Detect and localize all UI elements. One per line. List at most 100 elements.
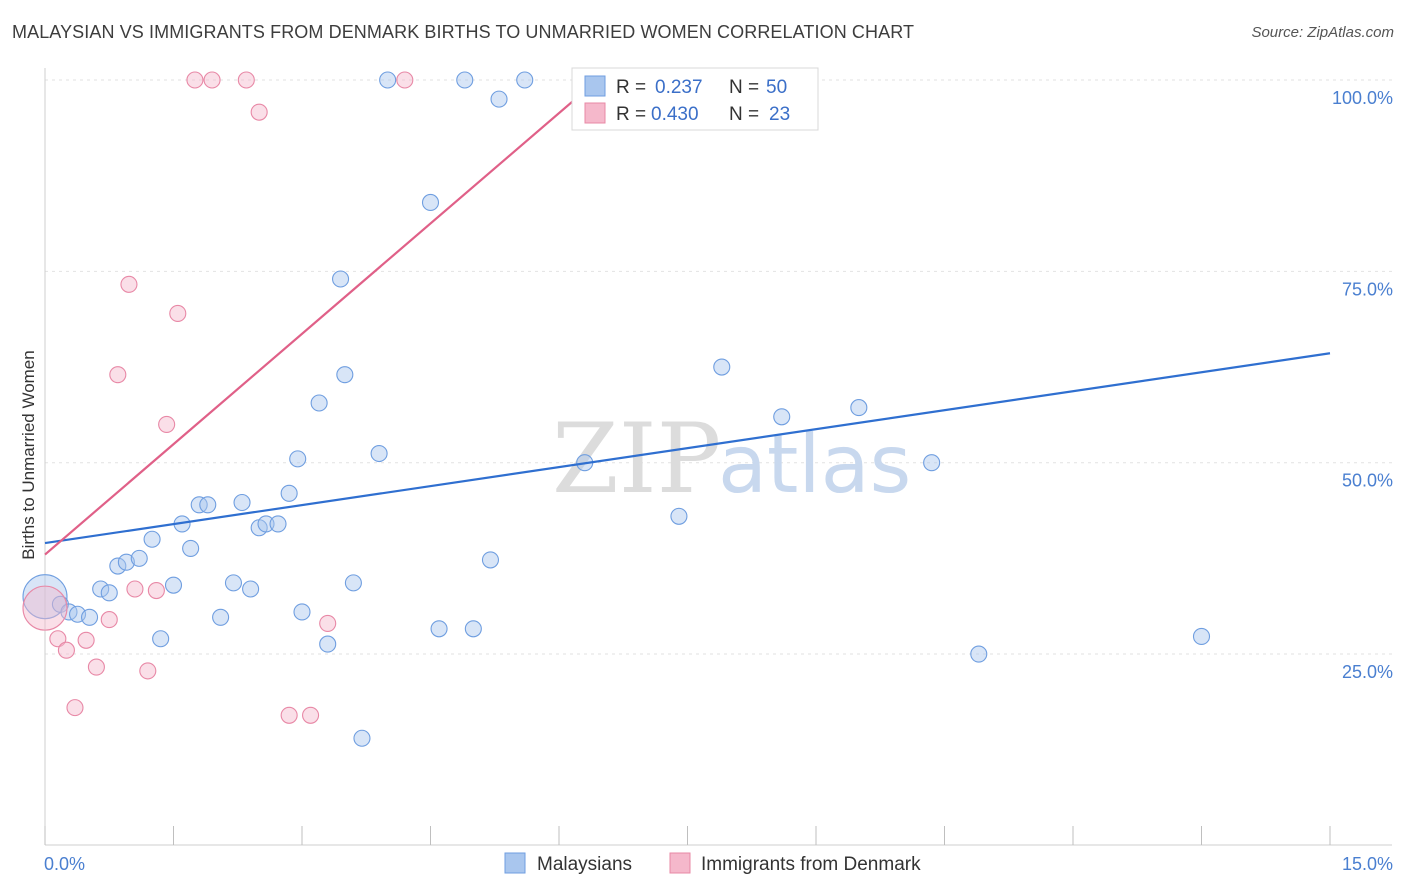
point-s0-7 bbox=[109, 557, 127, 575]
point-s0-22 bbox=[257, 515, 275, 533]
point-s0-15 bbox=[190, 496, 208, 514]
x-tick-label-1: 15.0% bbox=[1342, 854, 1393, 874]
point-s0-4 bbox=[80, 608, 99, 626]
point-s1-16 bbox=[237, 71, 255, 89]
source-note: Source: ZipAtlas.com bbox=[1251, 24, 1394, 41]
point-s0-14 bbox=[182, 539, 200, 557]
point-s0-6 bbox=[100, 584, 118, 602]
point-s0-34 bbox=[379, 71, 397, 89]
legend-swatch-denmark bbox=[584, 102, 606, 124]
point-s0-18 bbox=[224, 574, 243, 592]
legend-r-label-2: R = bbox=[616, 104, 646, 125]
tick-labels: 25.0% 50.0% 75.0% 100.0% 0.0% 15.0% bbox=[44, 88, 1393, 874]
point-s1-6 bbox=[100, 611, 118, 629]
series-swatch-malaysians bbox=[504, 852, 526, 874]
point-s1-5 bbox=[87, 658, 105, 676]
point-s1-19 bbox=[302, 706, 320, 724]
legend-r-value-2: 0.430 bbox=[651, 104, 699, 125]
point-s1-13 bbox=[169, 304, 187, 322]
point-s0-46 bbox=[850, 399, 868, 417]
point-s0-12 bbox=[164, 576, 183, 594]
series-swatch-denmark bbox=[669, 852, 691, 874]
point-s0-24 bbox=[280, 484, 298, 502]
grid-lines bbox=[45, 79, 1392, 655]
trend-line-0 bbox=[44, 352, 1331, 545]
point-s0-38 bbox=[464, 620, 482, 638]
series-legend: Malaysians Immigrants from Denmark bbox=[504, 852, 921, 875]
point-s0-31 bbox=[344, 574, 362, 592]
point-s0-9 bbox=[130, 549, 148, 567]
point-s0-28 bbox=[319, 635, 337, 653]
y-tick-label-2: 75.0% bbox=[1342, 279, 1393, 299]
point-s0-17 bbox=[212, 608, 230, 626]
point-s0-45 bbox=[773, 408, 791, 426]
point-s1-2 bbox=[57, 641, 75, 659]
point-s0-29 bbox=[331, 270, 350, 288]
legend-r-label-1: R = bbox=[616, 77, 646, 98]
point-s0-5 bbox=[92, 580, 110, 598]
legend-swatch-malaysians bbox=[584, 75, 606, 97]
point-s1-8 bbox=[120, 275, 138, 293]
legend-r-value-1: 0.237 bbox=[655, 77, 703, 98]
point-s0-11 bbox=[152, 630, 170, 648]
point-s1-7 bbox=[109, 366, 127, 384]
point-s1-4 bbox=[77, 631, 95, 649]
point-s1-0 bbox=[22, 585, 68, 631]
point-s0-33 bbox=[370, 444, 388, 463]
point-s1-1 bbox=[49, 630, 67, 648]
point-s1-18 bbox=[280, 706, 298, 724]
point-s1-9 bbox=[126, 580, 144, 598]
point-s0-0 bbox=[22, 574, 68, 620]
point-s0-25 bbox=[289, 450, 307, 468]
point-s0-26 bbox=[293, 603, 311, 621]
data-points bbox=[22, 71, 1211, 747]
y-tick-label-3: 100.0% bbox=[1332, 88, 1393, 108]
chart-title: MALAYSIAN VS IMMIGRANTS FROM DENMARK BIR… bbox=[12, 22, 915, 42]
point-s0-16 bbox=[199, 496, 217, 514]
point-s0-41 bbox=[516, 71, 534, 89]
legend-n-label-1: N = bbox=[729, 77, 759, 98]
point-s1-20 bbox=[319, 614, 337, 632]
point-s0-49 bbox=[1192, 627, 1211, 645]
point-s1-12 bbox=[158, 415, 176, 433]
point-s0-44 bbox=[713, 358, 731, 376]
point-s0-35 bbox=[421, 193, 440, 212]
point-s0-20 bbox=[242, 580, 260, 598]
point-s1-17 bbox=[250, 103, 268, 121]
point-s0-43 bbox=[670, 507, 688, 525]
legend-n-label-2: N = bbox=[729, 104, 759, 125]
point-s1-10 bbox=[139, 662, 157, 680]
point-s0-39 bbox=[481, 551, 500, 569]
point-s1-21 bbox=[396, 71, 414, 89]
trend-line-1 bbox=[44, 79, 599, 556]
point-s1-14 bbox=[186, 71, 204, 89]
axes bbox=[44, 68, 1392, 846]
watermark-atlas: atlas bbox=[718, 418, 911, 511]
x-tick-label-0: 0.0% bbox=[44, 854, 85, 874]
trend-lines bbox=[44, 79, 1331, 556]
point-s0-27 bbox=[310, 394, 328, 412]
point-s0-40 bbox=[490, 90, 508, 108]
point-s1-11 bbox=[147, 581, 165, 600]
point-s0-8 bbox=[117, 553, 135, 571]
point-s1-3 bbox=[66, 699, 84, 717]
point-s0-23 bbox=[269, 515, 287, 533]
series-label-denmark: Immigrants from Denmark bbox=[701, 854, 921, 875]
point-s0-37 bbox=[456, 71, 474, 89]
y-tick-label-0: 25.0% bbox=[1342, 662, 1393, 682]
point-s1-15 bbox=[203, 71, 221, 89]
point-s0-32 bbox=[353, 729, 371, 747]
point-s0-10 bbox=[143, 530, 161, 548]
point-s0-30 bbox=[336, 366, 354, 384]
point-s0-47 bbox=[923, 454, 941, 472]
point-s0-48 bbox=[970, 645, 988, 663]
y-tick-label-1: 50.0% bbox=[1342, 471, 1393, 491]
correlation-legend: R = 0.237 N = 50 R = 0.430 N = 23 bbox=[571, 67, 819, 131]
point-s0-36 bbox=[430, 620, 448, 638]
watermark-zip: ZIP bbox=[552, 403, 721, 515]
legend-n-value-1: 50 bbox=[766, 77, 787, 98]
legend-n-value-2: 23 bbox=[769, 104, 790, 125]
y-axis-label: Births to Unmarried Women bbox=[19, 350, 38, 559]
series-label-malaysians: Malaysians bbox=[537, 854, 632, 875]
